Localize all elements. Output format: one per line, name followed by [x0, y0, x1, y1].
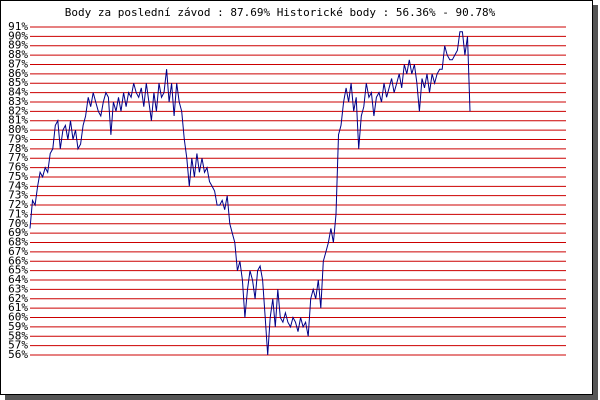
y-tick-label: 81% — [8, 114, 28, 127]
y-tick-label: 76% — [8, 161, 28, 174]
y-tick-label: 83% — [8, 95, 28, 108]
y-tick-label: 67% — [8, 245, 28, 258]
y-tick-label: 72% — [8, 198, 28, 211]
y-tick-label: 74% — [8, 179, 28, 192]
y-tick-label: 84% — [8, 86, 28, 99]
y-tick-label: 56% — [8, 348, 28, 361]
y-tick-label: 75% — [8, 170, 28, 183]
y-tick-label: 87% — [8, 57, 28, 70]
y-tick-label: 57% — [8, 339, 28, 352]
y-tick-label: 73% — [8, 189, 28, 202]
y-tick-label: 60% — [8, 311, 28, 324]
y-tick-label: 70% — [8, 217, 28, 230]
y-tick-label: 63% — [8, 282, 28, 295]
y-tick-label: 78% — [8, 142, 28, 155]
y-tick-label: 69% — [8, 226, 28, 239]
y-tick-label: 66% — [8, 254, 28, 267]
y-tick-label: 89% — [8, 39, 28, 52]
y-tick-label: 77% — [8, 151, 28, 164]
y-tick-label: 62% — [8, 292, 28, 305]
data-line — [29, 31, 471, 356]
y-tick-label: 82% — [8, 104, 28, 117]
y-tick-label: 58% — [8, 329, 28, 342]
y-tick-label: 86% — [8, 67, 28, 80]
y-tick-label: 80% — [8, 123, 28, 136]
y-tick-label: 85% — [8, 76, 28, 89]
y-tick-label: 68% — [8, 236, 28, 249]
y-tick-label: 79% — [8, 132, 28, 145]
chart-title: Body za poslední závod : 87.69% Historic… — [65, 6, 496, 19]
y-tick-label: 65% — [8, 264, 28, 277]
y-tick-label: 71% — [8, 207, 28, 220]
y-tick-label: 88% — [8, 48, 28, 61]
y-tick-label: 61% — [8, 301, 28, 314]
y-tick-label: 64% — [8, 273, 28, 286]
chart-frame — [0, 0, 593, 395]
y-tick-label: 90% — [8, 29, 28, 42]
y-tick-label: 59% — [8, 320, 28, 333]
y-tick-label: 91% — [8, 20, 28, 33]
